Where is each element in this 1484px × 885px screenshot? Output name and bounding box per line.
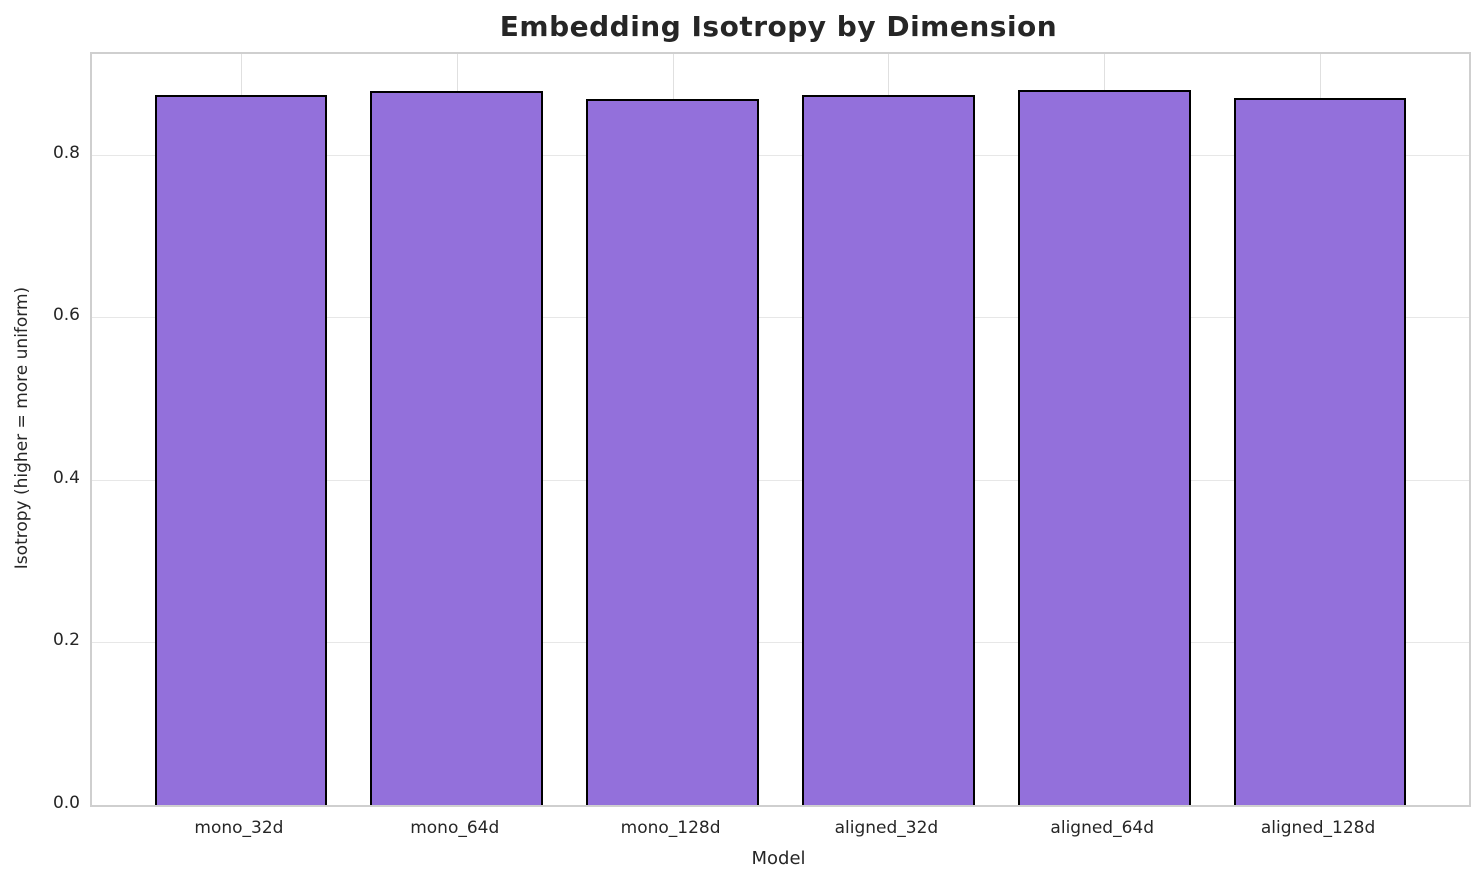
x-tick-label-mono_32d: mono_32d: [194, 818, 284, 838]
y-tick-label-0.6: 0.6: [52, 305, 80, 326]
x-tick-label-aligned_128d: aligned_128d: [1260, 818, 1376, 838]
bar-aligned_32d: [802, 95, 975, 805]
y-tick-label-0.8: 0.8: [52, 142, 80, 163]
y-tick-label-0.4: 0.4: [52, 467, 80, 488]
h-gridline-0.6: [92, 317, 1469, 319]
x-tick-label-mono_128d: mono_128d: [620, 818, 721, 838]
bar-mono_64d: [370, 90, 544, 805]
bar-mono_32d: [154, 95, 328, 805]
chart-title: Embedding Isotropy by Dimension: [499, 10, 1058, 43]
bar-aligned_128d: [1233, 97, 1407, 805]
h-gridline-0.8: [92, 154, 1469, 156]
x-tick-label-mono_64d: mono_64d: [410, 818, 500, 838]
y-axis-label: Isotropy (higher = more uniform): [12, 286, 32, 570]
y-tick-label-0.2: 0.2: [52, 630, 80, 651]
x-tick-label-aligned_64d: aligned_64d: [1050, 818, 1155, 838]
x-axis-label: Model: [751, 848, 806, 869]
bar-aligned_64d: [1017, 89, 1191, 805]
h-gridline-0.2: [92, 642, 1469, 644]
bar-mono_128d: [586, 98, 759, 805]
plot-area: [90, 52, 1471, 807]
x-tick-label-aligned_32d: aligned_32d: [834, 818, 939, 838]
y-tick-label-0.0: 0.0: [52, 793, 80, 813]
h-gridline-0.4: [92, 479, 1469, 481]
